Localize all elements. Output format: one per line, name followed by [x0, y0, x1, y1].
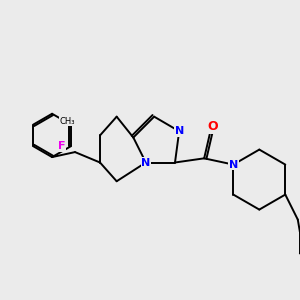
- Text: CH₃: CH₃: [60, 117, 75, 126]
- Text: O: O: [207, 120, 218, 133]
- Text: N: N: [141, 158, 151, 167]
- Text: N: N: [229, 160, 238, 170]
- Text: N: N: [175, 126, 184, 136]
- Text: F: F: [58, 141, 65, 151]
